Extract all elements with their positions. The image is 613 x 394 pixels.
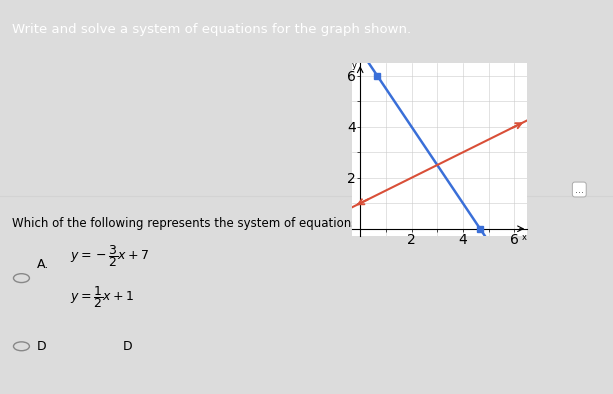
Text: Which of the following represents the system of equations shown in the graph?: Which of the following represents the sy… [12, 217, 482, 230]
Text: Write and solve a system of equations for the graph shown.: Write and solve a system of equations fo… [12, 23, 411, 36]
Text: A.: A. [37, 258, 49, 271]
Text: ...: ... [575, 184, 584, 195]
Text: x: x [522, 233, 527, 242]
Text: y: y [351, 61, 356, 70]
Text: $y = -\dfrac{3}{2}x + 7$: $y = -\dfrac{3}{2}x + 7$ [70, 243, 150, 269]
Text: D: D [37, 340, 47, 353]
Text: $y = \dfrac{1}{2}x + 1$: $y = \dfrac{1}{2}x + 1$ [70, 284, 135, 310]
Text: D: D [123, 340, 132, 353]
